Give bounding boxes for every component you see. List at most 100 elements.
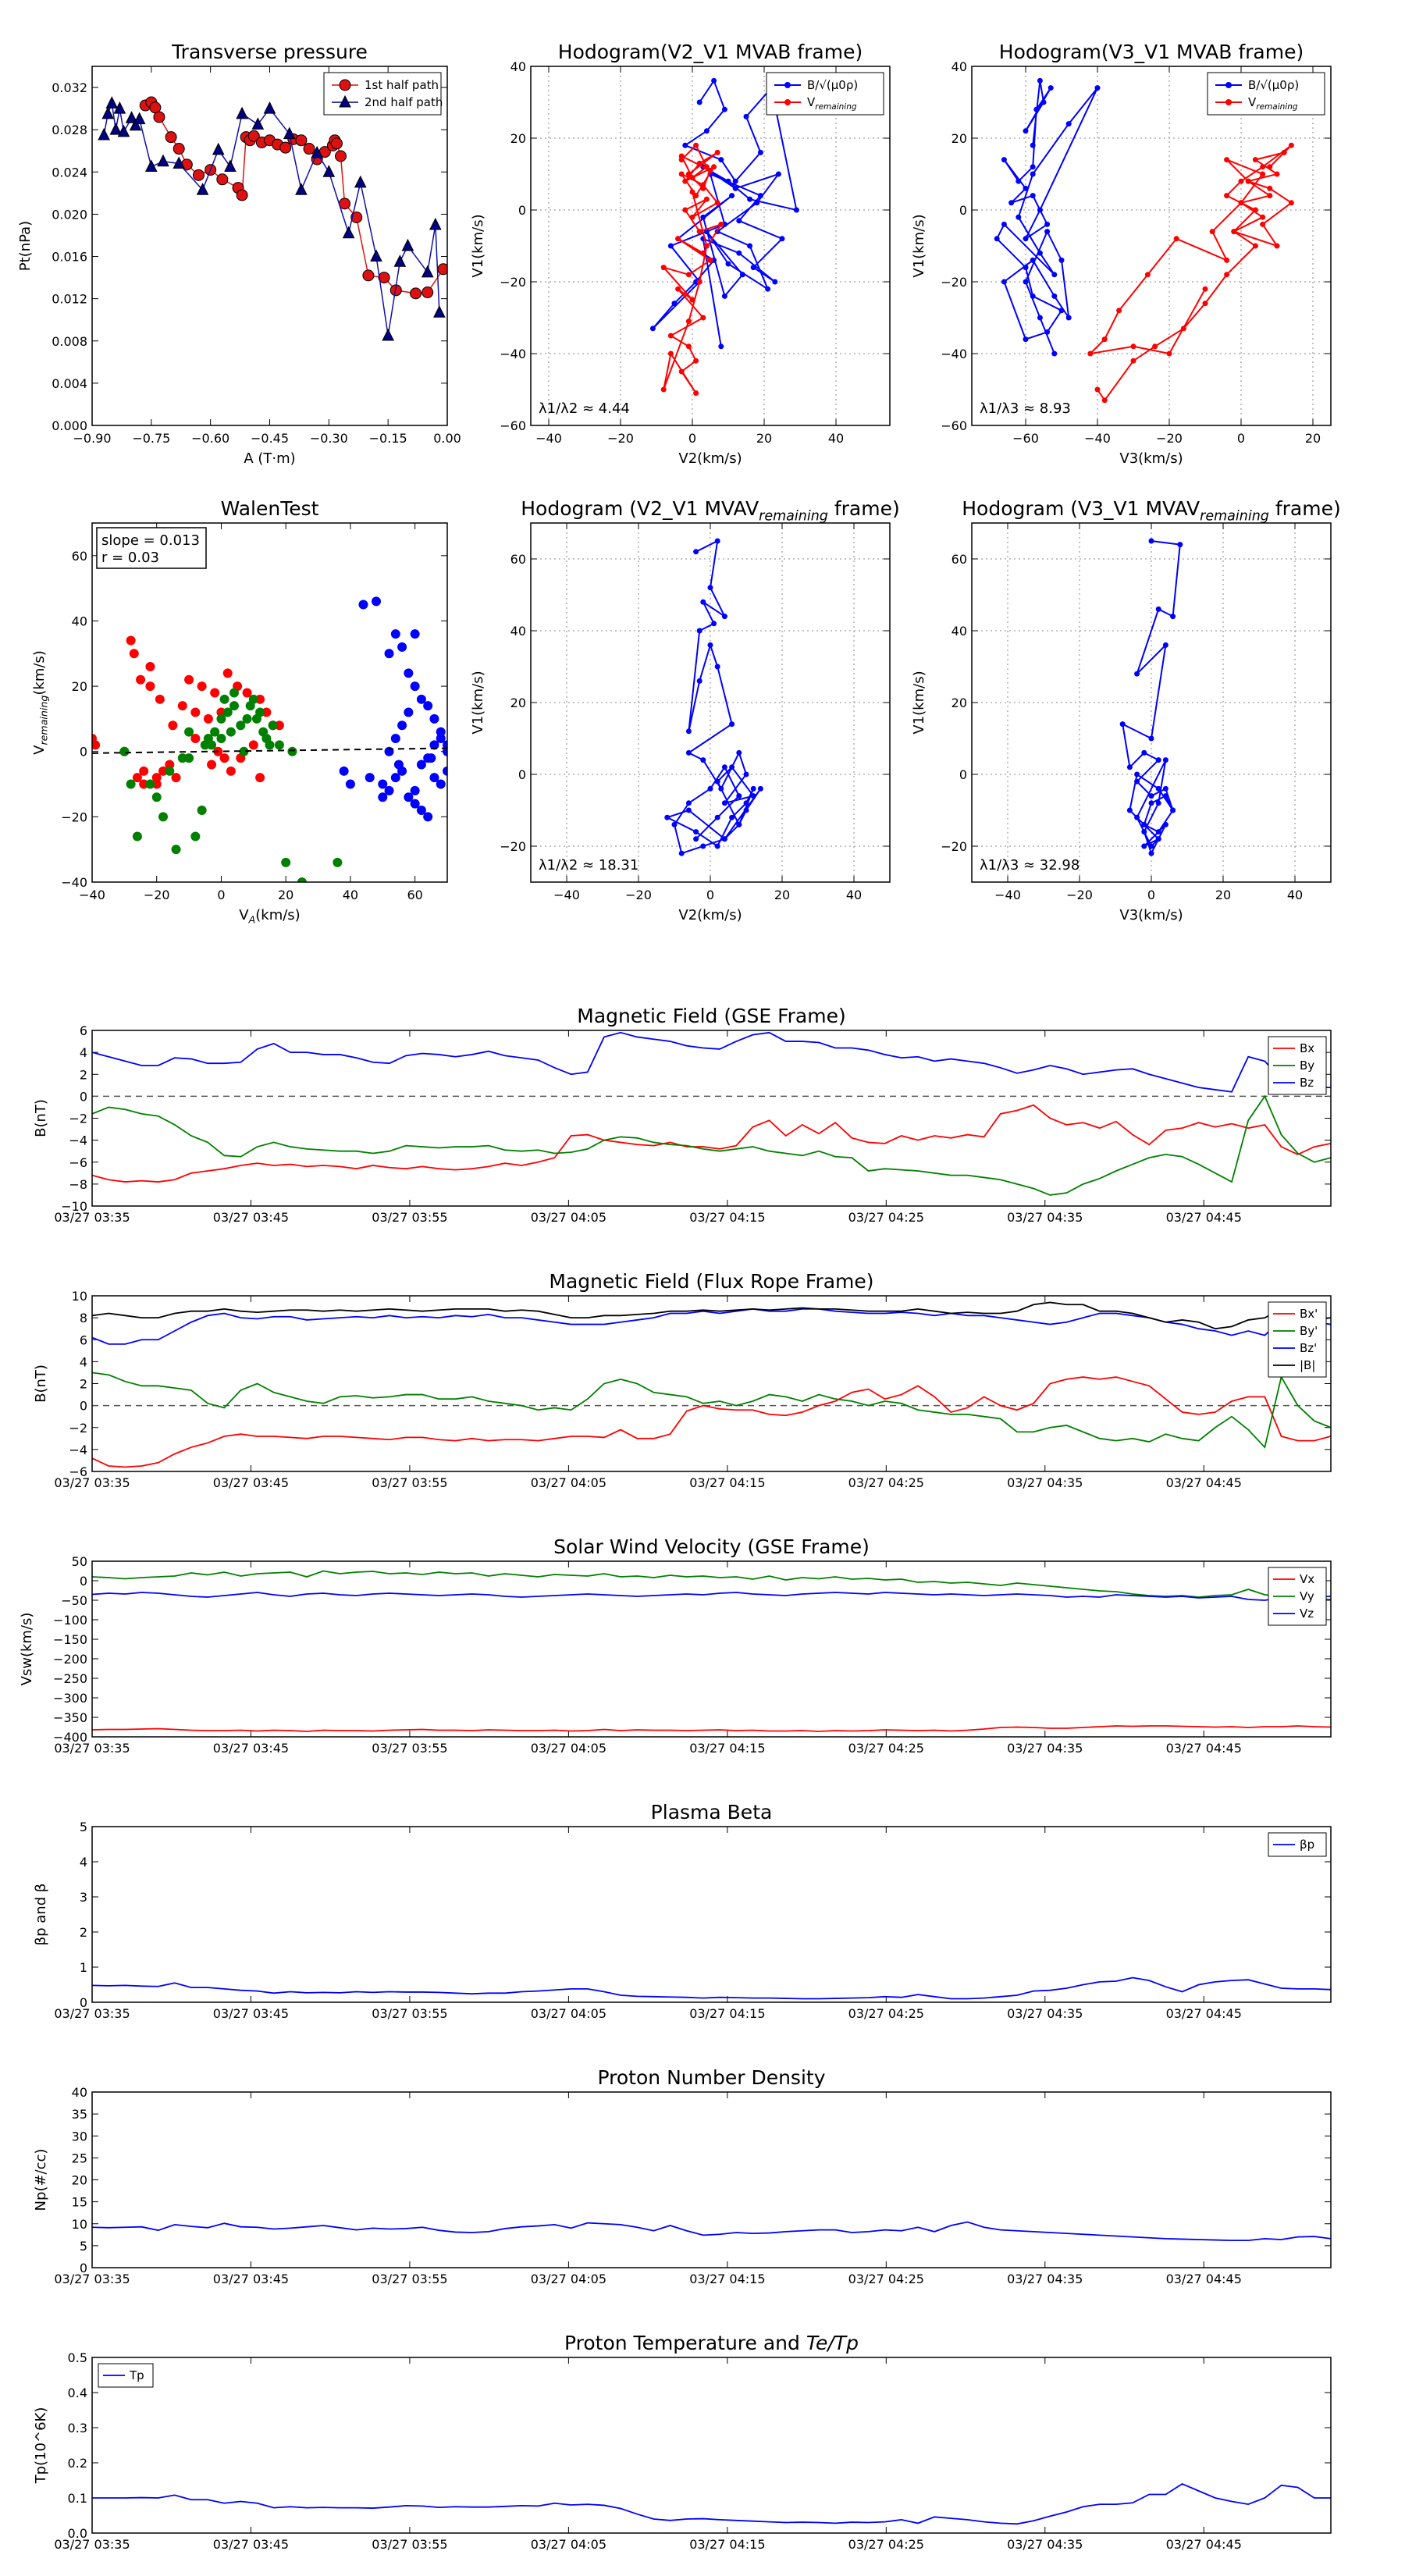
- chart-title: Magnetic Field (Flux Rope Frame): [549, 1270, 873, 1293]
- data-point: [1148, 800, 1154, 806]
- legend: B/√(μ0ρ) Vremaining: [766, 72, 884, 116]
- data-point: [333, 857, 343, 867]
- data-point: [190, 831, 201, 841]
- y-tick-label: 0.3: [68, 2421, 87, 2435]
- data-point: [358, 600, 368, 610]
- data-point: [1008, 200, 1015, 206]
- plot-frame: [91, 1826, 1332, 2003]
- data-point: [732, 185, 738, 191]
- chart-h3: Hodogram (V2_V1 MVAVremaining frame) −40 −…: [470, 497, 900, 923]
- chart-title: Plasma Beta: [651, 1801, 773, 1823]
- plot-area: [92, 596, 447, 882]
- data-point: [714, 200, 720, 206]
- data-point: [421, 265, 434, 278]
- plot-area: [1119, 538, 1183, 856]
- legend-box: [766, 72, 884, 116]
- data-point: [1119, 721, 1126, 728]
- data-point: [1148, 850, 1154, 856]
- data-point: [703, 196, 710, 202]
- data-point: [685, 807, 692, 813]
- data-point: [297, 877, 307, 882]
- data-point: [1202, 301, 1208, 307]
- y-tick-label: 20: [951, 131, 967, 146]
- x-tick-label: 03/27 04:15: [689, 1475, 765, 1490]
- x-tick-label: −20: [1066, 888, 1093, 902]
- x-tick-label: 0: [1147, 888, 1155, 902]
- data-point: [145, 779, 155, 789]
- ratio-annotation: λ1/λ3 ≈ 32.98: [980, 857, 1080, 873]
- data-point: [410, 799, 420, 809]
- r-text: r = 0.03: [101, 550, 159, 566]
- data-point: [1065, 315, 1072, 321]
- x-tick-label: 03/27 04:25: [848, 2537, 924, 2552]
- x-tick-label: 03/27 04:35: [1007, 2006, 1083, 2021]
- data-point: [436, 779, 446, 789]
- data-point: [1288, 200, 1294, 206]
- y-tick-label: 0.024: [52, 165, 87, 180]
- data-point: [200, 740, 210, 750]
- series-line: [652, 79, 798, 347]
- x-tick-label: 03/27 03:45: [213, 1210, 289, 1225]
- data-point: [736, 749, 742, 756]
- data-point: [721, 764, 727, 770]
- data-point: [242, 713, 252, 724]
- legend-label: Bz': [1300, 1341, 1317, 1355]
- series-line-Vy: [92, 1570, 1331, 1600]
- data-point: [667, 333, 674, 339]
- data-point: [718, 157, 724, 163]
- data-point: [696, 678, 702, 684]
- data-point: [682, 207, 688, 213]
- legend-label: Bz: [1300, 1076, 1314, 1090]
- data-point: [685, 272, 692, 278]
- data-point: [151, 779, 162, 789]
- y-tick-label: 2: [80, 1925, 87, 1940]
- data-point: [689, 214, 695, 220]
- data-point: [1094, 386, 1101, 393]
- y-axis-label: V1(km/s): [470, 214, 486, 277]
- x-tick-label: 03/27 04:45: [1166, 2537, 1242, 2552]
- data-point: [700, 182, 706, 188]
- stats-frame: [96, 527, 207, 569]
- data-point: [382, 328, 394, 341]
- data-point: [711, 621, 717, 627]
- data-point: [1037, 250, 1043, 256]
- x-tick-label: 03/27 04:35: [1007, 1741, 1083, 1756]
- data-point: [378, 779, 388, 789]
- chart-walen: WalenTest −40 −20 0 20 40 60 −40 −20 0 20 40 60 VA(km…: [31, 497, 448, 926]
- data-point: [1177, 542, 1183, 548]
- data-point: [1023, 336, 1029, 343]
- data-point: [660, 386, 667, 393]
- data-point: [1170, 614, 1176, 620]
- data-point: [239, 746, 249, 756]
- y-axis-label: βp and β: [33, 1884, 49, 1946]
- data-point: [725, 178, 731, 184]
- x-tick-label: 03/27 04:25: [848, 1210, 924, 1225]
- y-axis-label: B(nT): [33, 1364, 49, 1403]
- data-point: [1274, 171, 1280, 177]
- data-point: [1155, 785, 1161, 792]
- y-tick-label: 20: [951, 696, 967, 710]
- data-point: [1016, 178, 1022, 184]
- data-point: [1141, 821, 1147, 827]
- series-line-Vz: [92, 1592, 1331, 1601]
- data-point: [1130, 343, 1136, 350]
- x-tick-label: −0.15: [369, 431, 407, 446]
- legend: βp: [1268, 1832, 1327, 1857]
- data-point: [155, 694, 165, 704]
- data-point: [101, 106, 115, 119]
- data-point: [365, 773, 375, 783]
- y-tick-label: 0.4: [68, 2386, 87, 2400]
- data-point: [177, 753, 187, 763]
- data-point: [693, 836, 699, 842]
- data-point: [258, 727, 269, 737]
- data-point: [98, 127, 110, 141]
- data-point: [667, 350, 674, 357]
- data-point: [1141, 843, 1147, 849]
- x-tick-label: 60: [407, 888, 422, 902]
- data-point: [1274, 243, 1280, 249]
- legend-label: Vy: [1300, 1589, 1314, 1603]
- data-point: [281, 857, 291, 867]
- chart-title: WalenTest: [221, 497, 319, 520]
- data-point: [765, 286, 771, 292]
- data-point: [219, 753, 229, 763]
